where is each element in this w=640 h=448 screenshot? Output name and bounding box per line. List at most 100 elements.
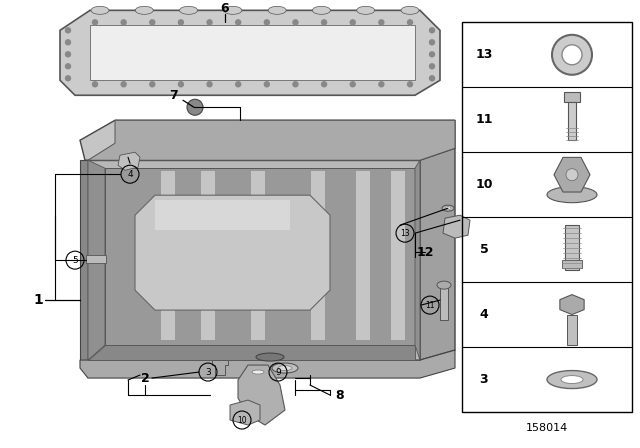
- Circle shape: [552, 35, 592, 75]
- Bar: [440, 285, 448, 320]
- Polygon shape: [212, 360, 228, 375]
- Text: 12: 12: [416, 246, 434, 258]
- Circle shape: [350, 20, 355, 25]
- Text: 1: 1: [33, 293, 43, 307]
- Circle shape: [293, 20, 298, 25]
- Text: 5: 5: [72, 256, 78, 265]
- Ellipse shape: [180, 6, 198, 14]
- Text: 6: 6: [221, 2, 229, 15]
- Ellipse shape: [547, 370, 597, 388]
- Text: 7: 7: [168, 89, 177, 102]
- Ellipse shape: [272, 363, 298, 373]
- Text: 3: 3: [480, 373, 488, 386]
- Circle shape: [179, 82, 184, 87]
- Polygon shape: [135, 195, 330, 310]
- Circle shape: [429, 40, 435, 45]
- Circle shape: [321, 20, 326, 25]
- Circle shape: [179, 20, 184, 25]
- Polygon shape: [160, 170, 175, 340]
- Polygon shape: [88, 160, 105, 360]
- Ellipse shape: [437, 281, 451, 289]
- Text: 11: 11: [425, 301, 435, 310]
- Polygon shape: [355, 170, 370, 340]
- Polygon shape: [118, 152, 140, 170]
- Circle shape: [321, 82, 326, 87]
- Circle shape: [429, 76, 435, 81]
- Text: 10: 10: [237, 416, 247, 425]
- Circle shape: [236, 20, 241, 25]
- Ellipse shape: [256, 353, 284, 361]
- Polygon shape: [90, 26, 415, 80]
- Polygon shape: [88, 160, 420, 360]
- Circle shape: [350, 82, 355, 87]
- Polygon shape: [80, 350, 455, 378]
- Text: 13: 13: [476, 48, 493, 61]
- Circle shape: [65, 40, 70, 45]
- Circle shape: [207, 20, 212, 25]
- Circle shape: [65, 64, 70, 69]
- Polygon shape: [420, 148, 455, 360]
- Text: 9: 9: [275, 367, 281, 377]
- Bar: [86, 255, 106, 263]
- Bar: [562, 260, 582, 267]
- Text: 5: 5: [479, 243, 488, 256]
- Polygon shape: [250, 170, 265, 340]
- Text: 3: 3: [205, 367, 211, 377]
- Circle shape: [408, 20, 413, 25]
- Circle shape: [65, 28, 70, 33]
- Ellipse shape: [268, 6, 286, 14]
- Circle shape: [150, 82, 155, 87]
- Bar: [568, 102, 576, 140]
- Text: 8: 8: [336, 388, 344, 401]
- Polygon shape: [80, 160, 88, 362]
- Polygon shape: [200, 170, 215, 340]
- Ellipse shape: [247, 368, 269, 376]
- Circle shape: [236, 82, 241, 87]
- Bar: [565, 224, 579, 270]
- Circle shape: [293, 82, 298, 87]
- Polygon shape: [230, 400, 260, 425]
- Ellipse shape: [312, 6, 330, 14]
- Ellipse shape: [442, 205, 454, 211]
- Text: 4: 4: [127, 170, 133, 179]
- Bar: [567, 314, 577, 345]
- Polygon shape: [238, 365, 285, 425]
- Polygon shape: [80, 120, 455, 160]
- Circle shape: [93, 82, 97, 87]
- Text: 2: 2: [141, 371, 149, 384]
- Ellipse shape: [252, 370, 264, 374]
- Ellipse shape: [401, 6, 419, 14]
- Text: 4: 4: [479, 308, 488, 321]
- Circle shape: [429, 64, 435, 69]
- Text: 13: 13: [400, 228, 410, 237]
- Circle shape: [65, 76, 70, 81]
- Circle shape: [187, 99, 203, 115]
- Ellipse shape: [445, 207, 451, 210]
- Text: 10: 10: [476, 178, 493, 191]
- Polygon shape: [155, 200, 290, 230]
- Polygon shape: [88, 345, 420, 360]
- Circle shape: [429, 52, 435, 57]
- Ellipse shape: [135, 6, 154, 14]
- Bar: [462, 22, 632, 412]
- Circle shape: [566, 169, 578, 181]
- Circle shape: [264, 82, 269, 87]
- Ellipse shape: [561, 375, 583, 383]
- Circle shape: [379, 82, 384, 87]
- Circle shape: [562, 45, 582, 65]
- Circle shape: [429, 28, 435, 33]
- Polygon shape: [105, 168, 415, 345]
- Polygon shape: [415, 160, 420, 360]
- Ellipse shape: [547, 187, 597, 202]
- Ellipse shape: [91, 6, 109, 14]
- Ellipse shape: [356, 6, 374, 14]
- Circle shape: [65, 52, 70, 57]
- Circle shape: [121, 82, 126, 87]
- Polygon shape: [390, 170, 405, 340]
- Text: 158014: 158014: [526, 423, 568, 433]
- Text: 11: 11: [476, 113, 493, 126]
- Circle shape: [93, 20, 97, 25]
- Polygon shape: [554, 157, 590, 192]
- Polygon shape: [60, 10, 440, 95]
- Circle shape: [207, 82, 212, 87]
